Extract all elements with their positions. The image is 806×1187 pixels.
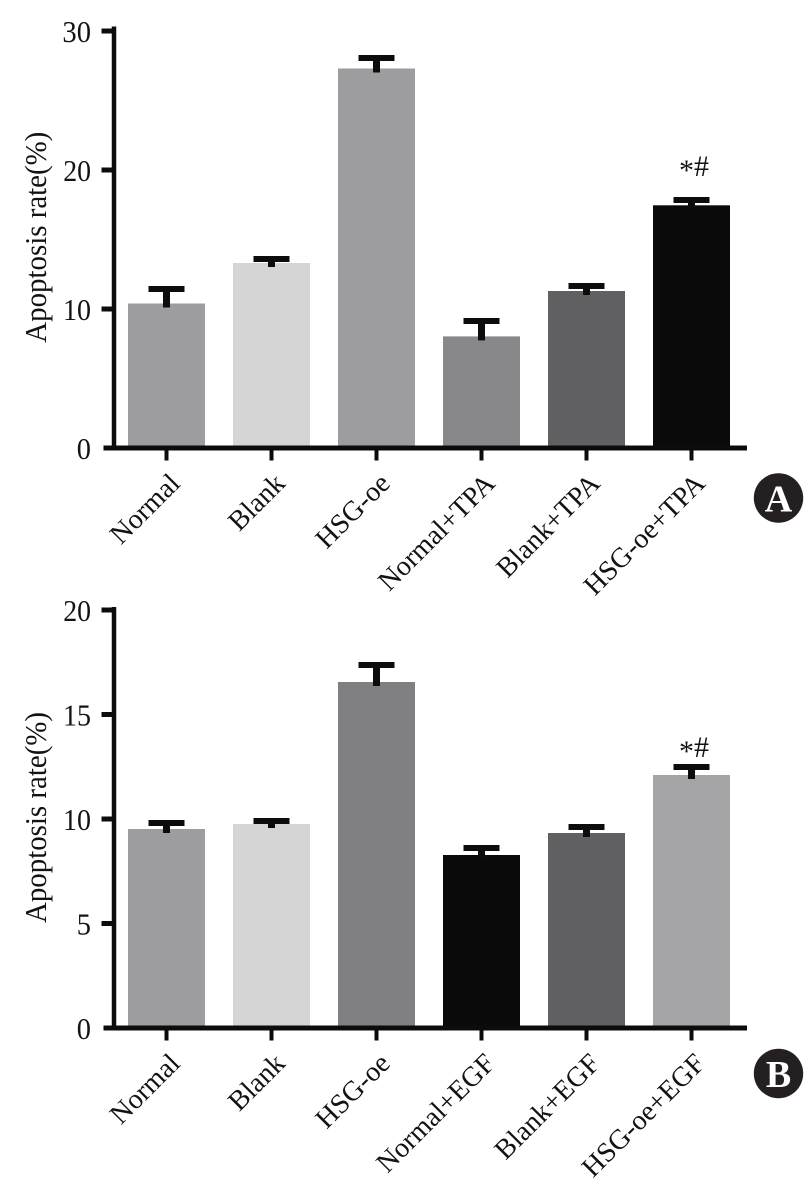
svg-text:20: 20 bbox=[63, 153, 91, 188]
svg-text:HSG-oe: HSG-oe bbox=[310, 468, 397, 555]
svg-text:Normal: Normal bbox=[104, 1048, 187, 1131]
svg-text:A: A bbox=[765, 479, 793, 521]
svg-text:*#: *# bbox=[679, 731, 709, 768]
svg-text:10: 10 bbox=[63, 802, 91, 837]
svg-text:Apoptosis rate(%): Apoptosis rate(%) bbox=[18, 712, 53, 923]
svg-text:30: 30 bbox=[62, 14, 91, 49]
svg-text:*#: *# bbox=[679, 150, 709, 187]
svg-text:Apoptosis rate(%): Apoptosis rate(%) bbox=[18, 132, 53, 343]
svg-text:HSG-oe: HSG-oe bbox=[310, 1048, 397, 1135]
svg-text:Normal: Normal bbox=[104, 468, 187, 551]
svg-text:B: B bbox=[766, 1054, 791, 1096]
svg-text:0: 0 bbox=[77, 1011, 91, 1046]
svg-text:Blank: Blank bbox=[222, 1048, 291, 1117]
svg-text:15: 15 bbox=[63, 698, 91, 733]
svg-text:Blank: Blank bbox=[222, 468, 291, 537]
svg-text:0: 0 bbox=[77, 431, 91, 466]
svg-text:20: 20 bbox=[63, 593, 91, 628]
svg-text:5: 5 bbox=[77, 907, 91, 942]
svg-text:Blank+TPA: Blank+TPA bbox=[490, 467, 607, 584]
svg-text:10: 10 bbox=[63, 292, 91, 327]
